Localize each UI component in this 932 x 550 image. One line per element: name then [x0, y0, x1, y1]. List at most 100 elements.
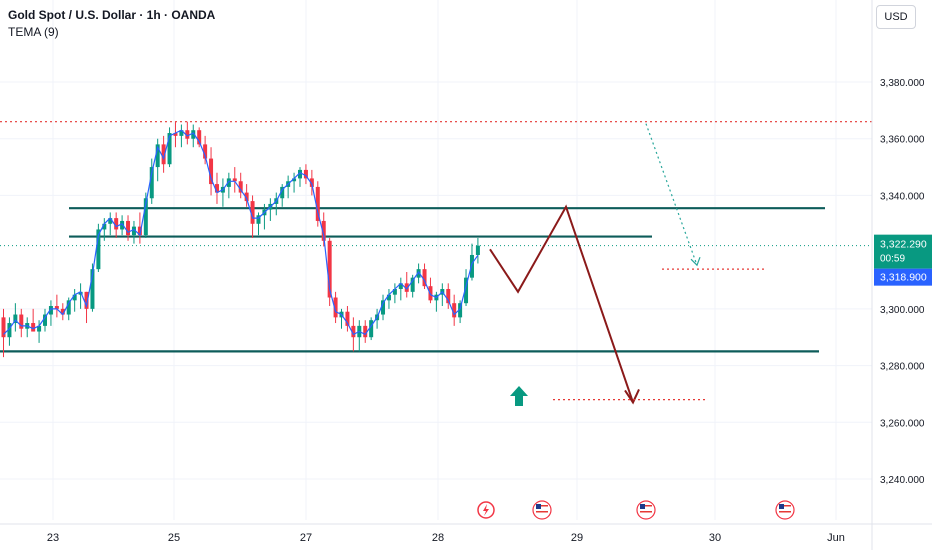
- price-tick-label: 3,260.000: [880, 418, 925, 429]
- candle-body[interactable]: [469, 254, 474, 278]
- indicator-label[interactable]: TEMA (9): [8, 25, 59, 39]
- candle-body[interactable]: [161, 144, 166, 165]
- price-tick-label: 3,300.000: [880, 305, 925, 316]
- candle-body[interactable]: [37, 325, 42, 332]
- candle-body[interactable]: [19, 314, 24, 329]
- flag-ring: [775, 500, 795, 520]
- time-tick-label: 29: [571, 532, 583, 544]
- flag-stripe: [640, 505, 652, 507]
- chart-annotations-back: [0, 121, 872, 353]
- candle-body[interactable]: [386, 294, 391, 301]
- candle-body[interactable]: [475, 245, 480, 255]
- price-tick-label: 3,280.000: [880, 362, 925, 373]
- candle-body[interactable]: [54, 306, 59, 309]
- candle-body[interactable]: [464, 277, 469, 304]
- us-flag-event-icon[interactable]: [636, 500, 656, 520]
- candle-body[interactable]: [226, 178, 231, 187]
- candle-body[interactable]: [404, 283, 409, 292]
- candle-body[interactable]: [333, 297, 338, 318]
- candle-body[interactable]: [303, 169, 308, 179]
- candle-body[interactable]: [173, 133, 178, 136]
- candle-body[interactable]: [292, 178, 297, 182]
- candle-body[interactable]: [345, 311, 350, 326]
- candle-body[interactable]: [422, 269, 427, 287]
- candle-body[interactable]: [90, 269, 95, 309]
- candle-body[interactable]: [298, 169, 302, 179]
- candle-body[interactable]: [185, 130, 190, 139]
- countdown-label: 00:59: [880, 254, 905, 265]
- candle-body[interactable]: [126, 220, 131, 236]
- candle-body[interactable]: [369, 320, 374, 338]
- up-arrow-icon[interactable]: [510, 386, 528, 406]
- us-flag-event-icon[interactable]: [532, 500, 552, 520]
- candle-body[interactable]: [351, 325, 356, 338]
- candle-body[interactable]: [179, 130, 184, 136]
- projection-path[interactable]: [489, 204, 634, 403]
- candle-body[interactable]: [72, 294, 77, 301]
- time-tick-label: 30: [709, 532, 721, 544]
- candle-body[interactable]: [398, 283, 403, 290]
- candle-body[interactable]: [309, 178, 314, 187]
- dotted-teal-arrow[interactable]: [645, 123, 698, 266]
- candle-body[interactable]: [416, 269, 421, 278]
- candle-body[interactable]: [315, 186, 320, 221]
- candle-body[interactable]: [1, 317, 6, 338]
- candle-body[interactable]: [392, 289, 397, 295]
- candle-body[interactable]: [43, 314, 48, 326]
- candle-body[interactable]: [256, 215, 261, 224]
- dotted-teal-arrowhead: [690, 256, 701, 267]
- candle-body[interactable]: [214, 184, 219, 193]
- candle-body[interactable]: [363, 325, 368, 338]
- flag-ring: [636, 500, 656, 520]
- candle-body[interactable]: [31, 323, 36, 332]
- candle-body[interactable]: [280, 186, 285, 199]
- candle-body[interactable]: [96, 229, 101, 270]
- candlestick-series: [1, 121, 480, 358]
- candle-body[interactable]: [327, 240, 332, 298]
- flag-stripe: [536, 514, 548, 516]
- candle-body[interactable]: [131, 226, 136, 236]
- candle-body[interactable]: [149, 167, 154, 199]
- candle-body[interactable]: [321, 220, 326, 241]
- candle-body[interactable]: [203, 144, 208, 159]
- candle-body[interactable]: [381, 300, 386, 315]
- candle-body[interactable]: [250, 201, 255, 224]
- candle-body[interactable]: [84, 291, 89, 309]
- time-tick-label: 23: [47, 532, 59, 544]
- time-tick-label: 28: [432, 532, 444, 544]
- candle-body[interactable]: [244, 192, 249, 202]
- candle-body[interactable]: [102, 223, 107, 230]
- candle-body[interactable]: [238, 181, 243, 193]
- candle-body[interactable]: [114, 218, 119, 230]
- candle-body[interactable]: [143, 198, 148, 236]
- candle-body[interactable]: [209, 158, 214, 185]
- candle-body[interactable]: [458, 303, 463, 318]
- candle-body[interactable]: [13, 314, 18, 324]
- candle-body[interactable]: [108, 218, 113, 224]
- candle-body[interactable]: [60, 308, 65, 315]
- candle-body[interactable]: [452, 303, 457, 318]
- candle-body[interactable]: [232, 178, 237, 182]
- candle-body[interactable]: [66, 300, 71, 315]
- chart-annotations-front: [477, 123, 795, 520]
- flag-stripe: [779, 511, 791, 513]
- projection-arrowhead: [624, 389, 640, 405]
- candle-body[interactable]: [167, 133, 172, 165]
- candle-body[interactable]: [120, 220, 125, 230]
- us-flag-event-icon[interactable]: [775, 500, 795, 520]
- flag-canton: [779, 504, 784, 509]
- candle-body[interactable]: [137, 226, 142, 236]
- candle-body[interactable]: [191, 130, 196, 139]
- currency-button[interactable]: USD: [876, 5, 916, 29]
- candle-body[interactable]: [7, 323, 12, 338]
- candle-body[interactable]: [410, 277, 415, 292]
- flag-stripe: [640, 514, 652, 516]
- candle-body[interactable]: [446, 289, 451, 304]
- flag-stripe: [536, 511, 548, 513]
- candle-body[interactable]: [48, 306, 53, 315]
- flag-stripe: [640, 508, 652, 510]
- candle-body[interactable]: [155, 144, 160, 168]
- candle-body[interactable]: [197, 130, 202, 145]
